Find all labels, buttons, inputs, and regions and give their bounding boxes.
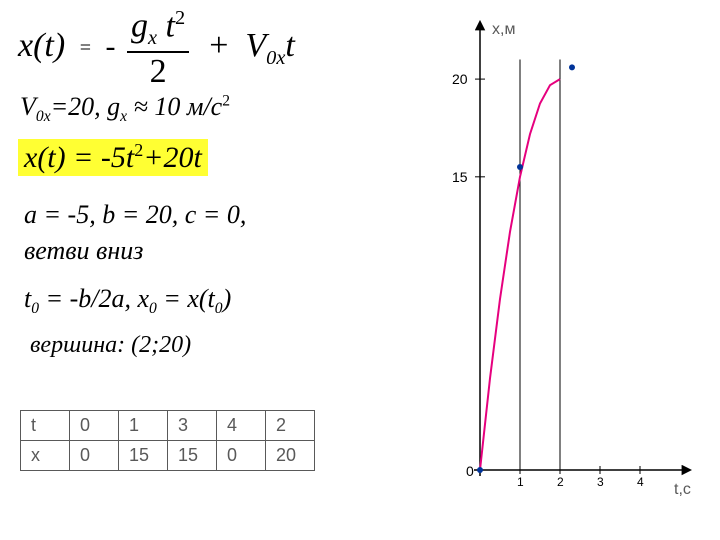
table-row: x01515020 <box>21 441 315 471</box>
table-row: t01342 <box>21 411 315 441</box>
data-point <box>569 64 575 70</box>
table-cell: t <box>21 411 70 441</box>
vertex-formula: t0 = -b/2a, x0 = x(t0) <box>24 284 231 318</box>
table-cell: 0 <box>70 411 119 441</box>
table-cell: 0 <box>217 441 266 471</box>
table-cell: x <box>21 441 70 471</box>
x-tick-label: 1 <box>517 475 524 489</box>
origin-label: 0 <box>466 463 474 479</box>
x-tick-label: 2 <box>557 475 564 489</box>
abc-line: a = -5, b = 20, c = 0, <box>24 200 246 230</box>
table-cell: 15 <box>168 441 217 471</box>
main-equation: x(t) = - gx t2 2 + V0xt <box>18 8 295 89</box>
y-tick-label: 15 <box>452 169 468 185</box>
data-point <box>477 467 483 473</box>
branches-line: ветви вниз <box>24 236 143 266</box>
table-cell: 2 <box>266 411 315 441</box>
table-cell: 15 <box>119 441 168 471</box>
trajectory-chart: х,м t,с 0 1 2 3 4 15 20 <box>440 10 710 510</box>
params-line: V0x=20, gx ≈ 10 м/с2 <box>20 92 230 126</box>
table-cell: 20 <box>266 441 315 471</box>
x-tick-label: 4 <box>637 475 644 489</box>
y-tick-label: 20 <box>452 71 468 87</box>
highlighted-equation: x(t) = -5t2+20t <box>18 140 208 175</box>
data-point <box>517 164 523 170</box>
table-cell: 4 <box>217 411 266 441</box>
table-cell: 3 <box>168 411 217 441</box>
x-tick-label: 3 <box>597 475 604 489</box>
vertex-value: вершина: (2;20) <box>30 332 191 359</box>
table-cell: 1 <box>119 411 168 441</box>
v0x-symbol: V <box>20 92 36 121</box>
data-table: t01342 x01515020 <box>20 410 315 471</box>
y-axis-label: х,м <box>492 21 515 38</box>
x-axis-label: t,с <box>674 481 691 498</box>
table-cell: 0 <box>70 441 119 471</box>
